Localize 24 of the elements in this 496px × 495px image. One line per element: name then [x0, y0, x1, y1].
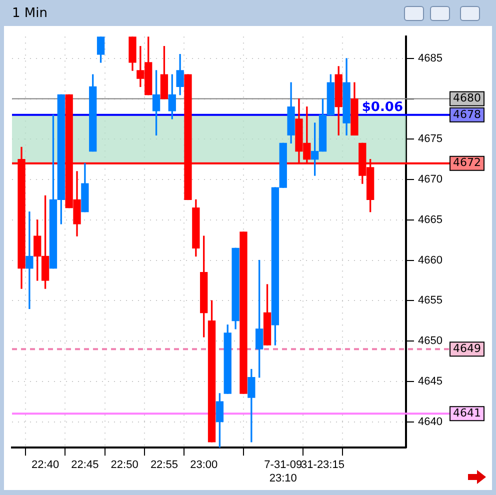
x-tick-label: 22:40 [32, 459, 60, 472]
x-tick-label: 31-23:15 [301, 459, 344, 472]
y-tick-label: 4670 [418, 174, 442, 186]
y-tick-label: 4675 [418, 133, 442, 146]
annotation: $0.06 [362, 100, 403, 115]
ref-line-label: 4680 [453, 92, 481, 105]
ref-line-label: 4649 [453, 342, 481, 355]
ref-line-label: 4641 [453, 406, 481, 420]
y-tick-label: 4645 [418, 375, 442, 388]
candlestick [26, 211, 34, 310]
y-tick-label: 4685 [418, 52, 442, 64]
y-tick-label: 4640 [418, 416, 442, 428]
y-tick-label: 4655 [418, 294, 442, 307]
ref-line-label: 4672 [453, 156, 481, 170]
x-tick-label: 7-31-09 23:10 [264, 459, 302, 484]
x-tick-label: 22:50 [110, 459, 138, 472]
y-tick-label: 4650 [418, 335, 442, 348]
chart-title: 1 Min [12, 6, 48, 21]
ref-line-label: 4678 [453, 108, 481, 121]
y-tick-label: 4665 [418, 214, 442, 226]
x-tick-label: 22:45 [71, 459, 99, 472]
x-tick-label: 22:55 [150, 459, 178, 472]
x-tick-label: 23:00 [190, 459, 218, 472]
y-tick-label: 4660 [418, 254, 442, 266]
